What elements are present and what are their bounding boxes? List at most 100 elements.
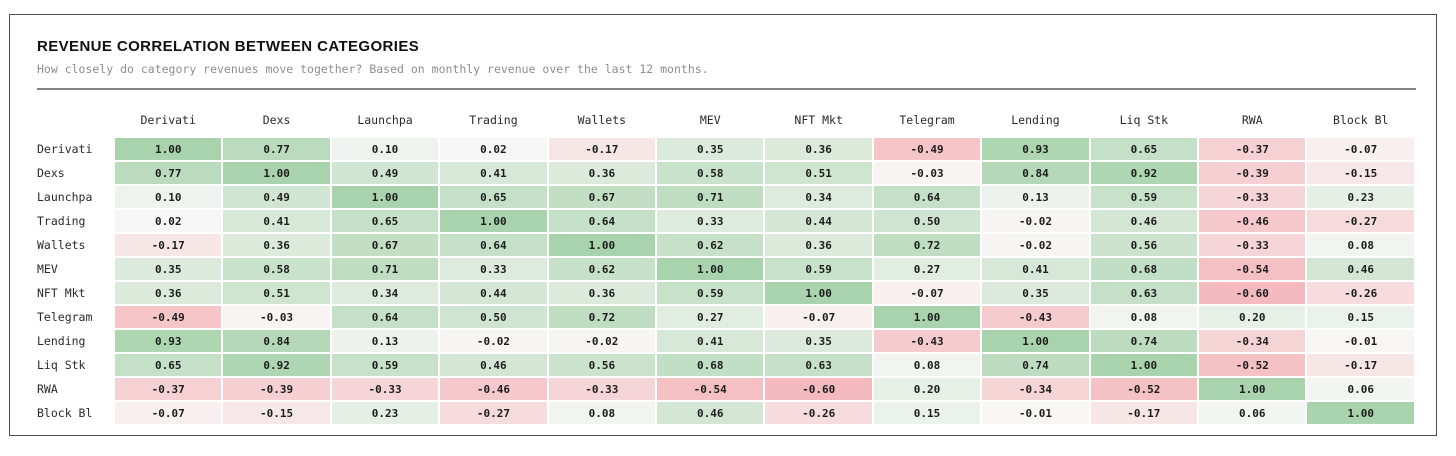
heatmap-row: Wallets -0.17 0.36 0.67 0.64 1.00 0.62 0.36 0.72… xyxy=(37,234,1414,256)
heatmap-cell: 0.08 xyxy=(873,354,981,376)
row-label: Telegram xyxy=(37,306,113,328)
heatmap-cell: 0.20 xyxy=(873,378,981,400)
column-header: Liq Stk xyxy=(1090,100,1198,136)
heatmap-cell: 0.10 xyxy=(115,186,222,208)
heatmap-cell: -0.07 xyxy=(1307,138,1414,160)
heatmap-row: NFT Mkt 0.36 0.51 0.34 0.44 0.36 0.59 1.00 -0.07… xyxy=(37,282,1414,304)
heatmap-cell: 0.02 xyxy=(440,138,547,160)
heatmap-cell: -0.46 xyxy=(1199,210,1306,232)
heatmap-cell: -0.37 xyxy=(1199,138,1306,160)
heatmap-cell: 0.13 xyxy=(982,186,1089,208)
heatmap-cell: 0.67 xyxy=(548,186,656,208)
heatmap-cell: 0.64 xyxy=(440,234,547,256)
correlation-card: REVENUE CORRELATION BETWEEN CATEGORIES H… xyxy=(9,14,1437,436)
heatmap-cell: 0.62 xyxy=(548,258,656,280)
heatmap-cell: -0.02 xyxy=(440,330,547,352)
page-title: REVENUE CORRELATION BETWEEN CATEGORIES xyxy=(37,38,420,55)
heatmap-row: Lending 0.93 0.84 0.13 -0.02 -0.02 0.41 0.35 -0.… xyxy=(37,330,1414,352)
heatmap-cell: 0.56 xyxy=(1090,234,1198,256)
heatmap-cell: -0.07 xyxy=(115,402,222,424)
heatmap-cell: 0.72 xyxy=(873,234,981,256)
heatmap-cell: 0.59 xyxy=(657,282,764,304)
heatmap-cell: -0.60 xyxy=(765,378,872,400)
heatmap-cell: -0.03 xyxy=(223,306,330,328)
row-label: Wallets xyxy=(37,234,113,256)
heatmap-cell: -0.39 xyxy=(1199,162,1306,184)
heatmap-row: Trading 0.02 0.41 0.65 1.00 0.64 0.33 0.44 0.50-… xyxy=(37,210,1414,232)
heatmap-cell: -0.43 xyxy=(873,330,981,352)
heatmap-cell: 0.10 xyxy=(331,138,439,160)
heatmap-cell: 0.08 xyxy=(1090,306,1198,328)
heatmap-row: Block Bl -0.07 -0.15 0.23 -0.27 0.08 0.46 -0.26… xyxy=(37,402,1414,424)
heatmap-row: MEV 0.35 0.58 0.71 0.33 0.62 1.00 0.59 0.27 0.41 0… xyxy=(37,258,1414,280)
heatmap-cell: 0.64 xyxy=(873,186,981,208)
row-label: MEV xyxy=(37,258,113,280)
heatmap-cell: 0.46 xyxy=(1090,210,1198,232)
heatmap-cell: -0.03 xyxy=(873,162,981,184)
heatmap-row: Launchpa 0.10 0.49 1.00 0.65 0.67 0.71 0.34 0.64… xyxy=(37,186,1414,208)
header-divider xyxy=(37,88,1416,90)
heatmap-cell: -0.33 xyxy=(548,378,656,400)
heatmap-cell: -0.52 xyxy=(1090,378,1198,400)
heatmap-row: Telegram -0.49 -0.03 0.64 0.50 0.72 0.27 -0.07 1… xyxy=(37,306,1414,328)
column-header: RWA xyxy=(1199,100,1306,136)
heatmap-cell: -0.39 xyxy=(223,378,330,400)
heatmap-cell: 0.35 xyxy=(982,282,1089,304)
heatmap-cell: -0.46 xyxy=(440,378,547,400)
heatmap-cell: 0.67 xyxy=(331,234,439,256)
heatmap-cell: 0.65 xyxy=(331,210,439,232)
heatmap-cell: 0.41 xyxy=(982,258,1089,280)
heatmap-cell: 0.77 xyxy=(115,162,222,184)
heatmap-cell: 1.00 xyxy=(1090,354,1198,376)
heatmap-cell: -0.27 xyxy=(1307,210,1414,232)
heatmap-cell: 0.64 xyxy=(331,306,439,328)
heatmap-cell: -0.17 xyxy=(1307,354,1414,376)
heatmap-cell: 0.44 xyxy=(765,210,872,232)
heatmap-cell: -0.17 xyxy=(1090,402,1198,424)
heatmap-cell: 0.35 xyxy=(115,258,222,280)
column-header: Lending xyxy=(982,100,1089,136)
row-label: Launchpa xyxy=(37,186,113,208)
heatmap-cell: 1.00 xyxy=(1307,402,1414,424)
heatmap-cell: 0.63 xyxy=(1090,282,1198,304)
heatmap-cell: 0.36 xyxy=(223,234,330,256)
heatmap-cell: 0.93 xyxy=(115,330,222,352)
heatmap-cell: 0.20 xyxy=(1199,306,1306,328)
heatmap-cell: 0.49 xyxy=(331,162,439,184)
column-header: NFT Mkt xyxy=(765,100,872,136)
heatmap-cell: 0.50 xyxy=(440,306,547,328)
heatmap-cell: 0.36 xyxy=(548,282,656,304)
row-label: Dexs xyxy=(37,162,113,184)
heatmap-cell: 0.23 xyxy=(1307,186,1414,208)
correlation-heatmap: Derivati Dexs Launchpa Trading Wallets MEV NFT… xyxy=(35,98,1416,426)
column-header: Wallets xyxy=(548,100,656,136)
row-label: NFT Mkt xyxy=(37,282,113,304)
heatmap-cell: 0.06 xyxy=(1307,378,1414,400)
heatmap-cell: -0.15 xyxy=(1307,162,1414,184)
column-header: Block Bl xyxy=(1307,100,1414,136)
heatmap-cell: 0.36 xyxy=(765,138,872,160)
heatmap-cell: 1.00 xyxy=(331,186,439,208)
heatmap-cell: -0.54 xyxy=(657,378,764,400)
heatmap-cell: 1.00 xyxy=(440,210,547,232)
heatmap-cell: 0.36 xyxy=(115,282,222,304)
row-label: Trading xyxy=(37,210,113,232)
heatmap-header-row: Derivati Dexs Launchpa Trading Wallets MEV NFT… xyxy=(37,100,1414,136)
heatmap-cell: 0.71 xyxy=(657,186,764,208)
heatmap-cell: 0.84 xyxy=(982,162,1089,184)
heatmap-cell: -0.52 xyxy=(1199,354,1306,376)
heatmap-cell: -0.17 xyxy=(115,234,222,256)
heatmap-cell: 0.92 xyxy=(223,354,330,376)
heatmap-cell: -0.07 xyxy=(765,306,872,328)
heatmap-cell: 1.00 xyxy=(115,138,222,160)
heatmap-cell: 0.74 xyxy=(1090,330,1198,352)
heatmap-cell: 0.06 xyxy=(1199,402,1306,424)
column-header: Derivati xyxy=(115,100,222,136)
heatmap-cell: 0.08 xyxy=(548,402,656,424)
heatmap-cell: 0.68 xyxy=(1090,258,1198,280)
heatmap-cell: -0.27 xyxy=(440,402,547,424)
heatmap-cell: 0.59 xyxy=(1090,186,1198,208)
heatmap-row: Liq Stk 0.65 0.92 0.59 0.46 0.56 0.68 0.63 0.08 0… xyxy=(37,354,1414,376)
heatmap-cell: -0.15 xyxy=(223,402,330,424)
row-label: Lending xyxy=(37,330,113,352)
